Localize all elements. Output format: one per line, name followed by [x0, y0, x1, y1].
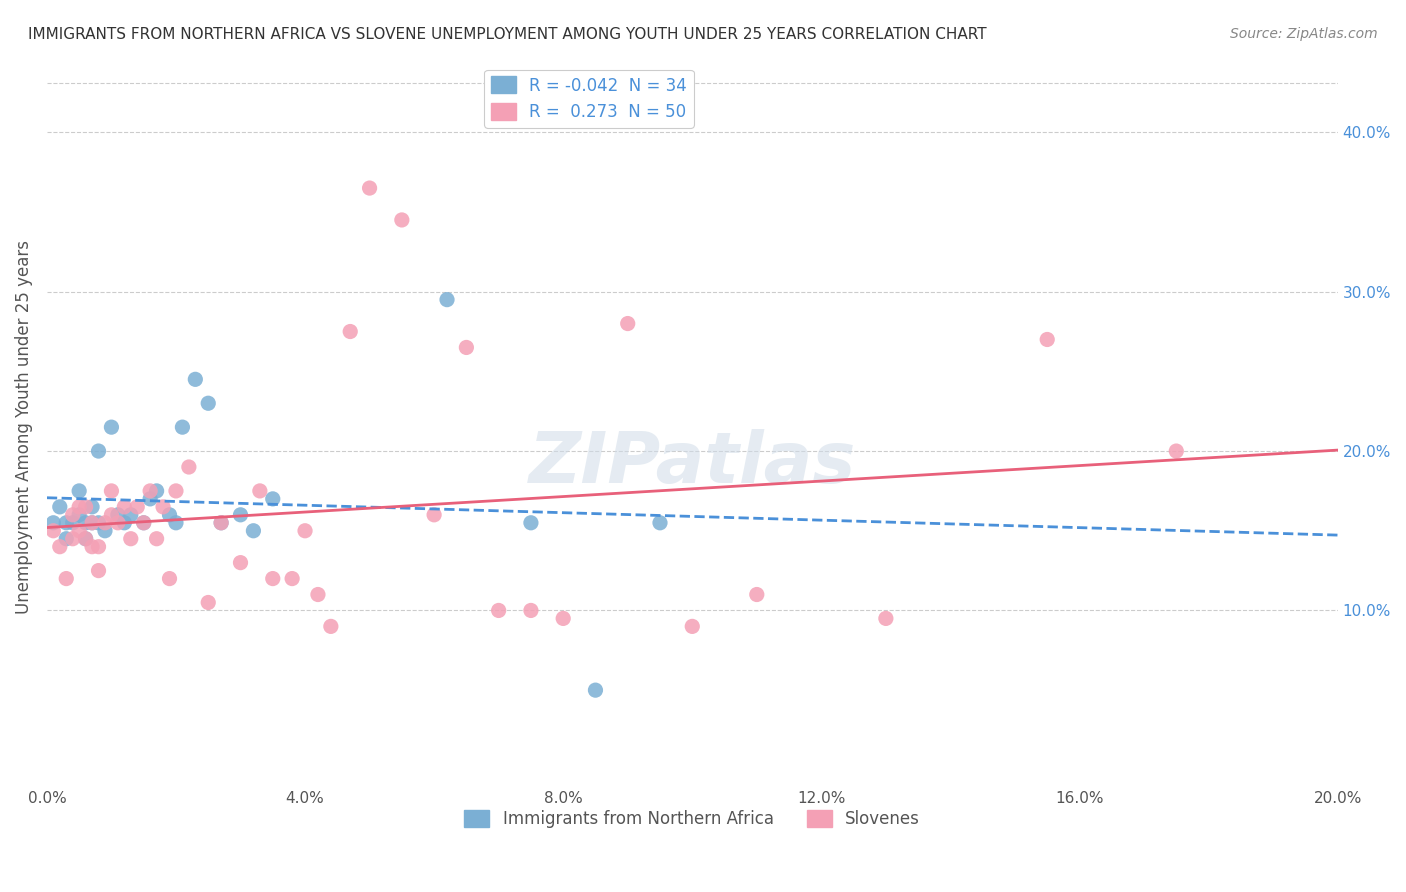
Point [616, 317, 638, 331]
Point [197, 396, 219, 410]
Point [62, 508, 84, 522]
Point [585, 683, 607, 698]
Point [87, 564, 110, 578]
Point [67, 524, 90, 538]
Point [242, 524, 264, 538]
Point [159, 572, 181, 586]
Point [80, 516, 103, 530]
Point [94, 516, 117, 530]
Point [94, 524, 117, 538]
Point [87, 540, 110, 554]
Point [423, 508, 446, 522]
Point [42, 524, 65, 538]
Point [75, 532, 97, 546]
Point [87, 516, 110, 530]
Point [145, 483, 167, 498]
Point [307, 587, 329, 601]
Point [1036, 333, 1059, 347]
Y-axis label: Unemployment Among Youth under 25 years: Unemployment Among Youth under 25 years [15, 240, 32, 615]
Point [120, 508, 142, 522]
Point [681, 619, 703, 633]
Point [339, 325, 361, 339]
Point [262, 572, 284, 586]
Point [80, 540, 103, 554]
Point [67, 508, 90, 522]
Point [80, 516, 103, 530]
Point [139, 483, 162, 498]
Point [42, 516, 65, 530]
Point [184, 372, 207, 386]
Point [165, 516, 187, 530]
Point [75, 516, 97, 530]
Point [391, 213, 413, 227]
Point [209, 516, 232, 530]
Point [159, 508, 181, 522]
Point [100, 483, 122, 498]
Point [249, 483, 271, 498]
Point [488, 603, 510, 617]
Point [55, 516, 77, 530]
Point [112, 500, 135, 514]
Point [62, 532, 84, 546]
Text: Source: ZipAtlas.com: Source: ZipAtlas.com [1230, 27, 1378, 41]
Point [262, 491, 284, 506]
Point [436, 293, 458, 307]
Point [139, 491, 162, 506]
Point [100, 420, 122, 434]
Point [67, 483, 90, 498]
Point [100, 508, 122, 522]
Point [1166, 444, 1188, 458]
Point [75, 500, 97, 514]
Point [745, 587, 768, 601]
Point [87, 444, 110, 458]
Point [172, 420, 194, 434]
Text: IMMIGRANTS FROM NORTHERN AFRICA VS SLOVENE UNEMPLOYMENT AMONG YOUTH UNDER 25 YEA: IMMIGRANTS FROM NORTHERN AFRICA VS SLOVE… [28, 27, 987, 42]
Point [107, 508, 129, 522]
Legend: Immigrants from Northern Africa, Slovenes: Immigrants from Northern Africa, Slovene… [458, 804, 927, 835]
Point [152, 500, 174, 514]
Point [120, 532, 142, 546]
Point [875, 611, 897, 625]
Point [197, 595, 219, 609]
Point [294, 524, 316, 538]
Point [67, 500, 90, 514]
Point [80, 500, 103, 514]
Point [456, 341, 478, 355]
Point [359, 181, 381, 195]
Point [553, 611, 575, 625]
Point [648, 516, 671, 530]
Point [520, 516, 543, 530]
Point [49, 540, 72, 554]
Point [62, 516, 84, 530]
Point [229, 556, 252, 570]
Point [281, 572, 304, 586]
Point [165, 483, 187, 498]
Point [319, 619, 342, 633]
Point [177, 460, 200, 475]
Point [132, 516, 155, 530]
Point [127, 500, 149, 514]
Point [145, 532, 167, 546]
Point [209, 516, 232, 530]
Point [112, 516, 135, 530]
Point [229, 508, 252, 522]
Point [75, 532, 97, 546]
Point [132, 516, 155, 530]
Point [520, 603, 543, 617]
Point [55, 572, 77, 586]
Point [107, 516, 129, 530]
Point [55, 532, 77, 546]
Point [49, 500, 72, 514]
Text: ZIPatlas: ZIPatlas [529, 428, 856, 498]
